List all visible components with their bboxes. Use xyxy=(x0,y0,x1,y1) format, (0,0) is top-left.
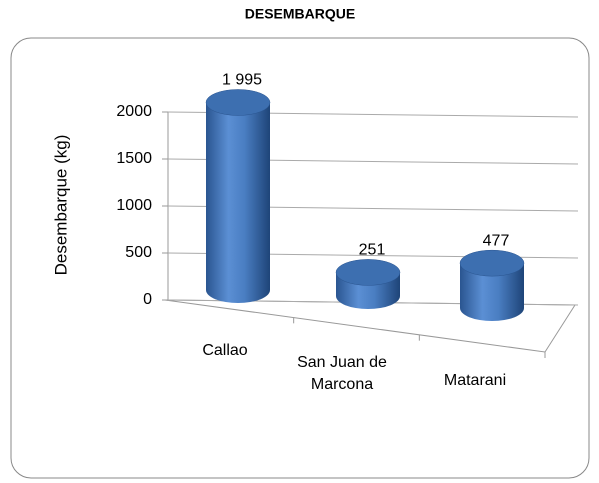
bar xyxy=(460,263,524,321)
chart-border xyxy=(10,37,590,479)
chart-title: DESEMBARQUE xyxy=(245,6,355,22)
y-tick-label: 2000 xyxy=(116,103,152,120)
bar-top xyxy=(205,89,271,116)
y-axis-label: Desembarque (kg) xyxy=(51,135,70,276)
x-tick-label: Callao xyxy=(202,342,248,359)
y-tick-label: 0 xyxy=(143,291,152,308)
value-label: 251 xyxy=(359,242,386,259)
x-tick-label: San Juan de Marcona xyxy=(297,354,387,393)
y-tick-label: 500 xyxy=(125,244,152,261)
value-label: 1 995 xyxy=(222,72,262,89)
bar xyxy=(206,102,270,303)
value-label: 477 xyxy=(483,232,510,249)
y-tick-label: 1500 xyxy=(116,150,152,167)
bar-top xyxy=(459,249,525,277)
bar-top xyxy=(335,259,401,286)
y-tick-label: 1000 xyxy=(116,197,152,214)
x-tick-label: Matarani xyxy=(443,372,507,389)
